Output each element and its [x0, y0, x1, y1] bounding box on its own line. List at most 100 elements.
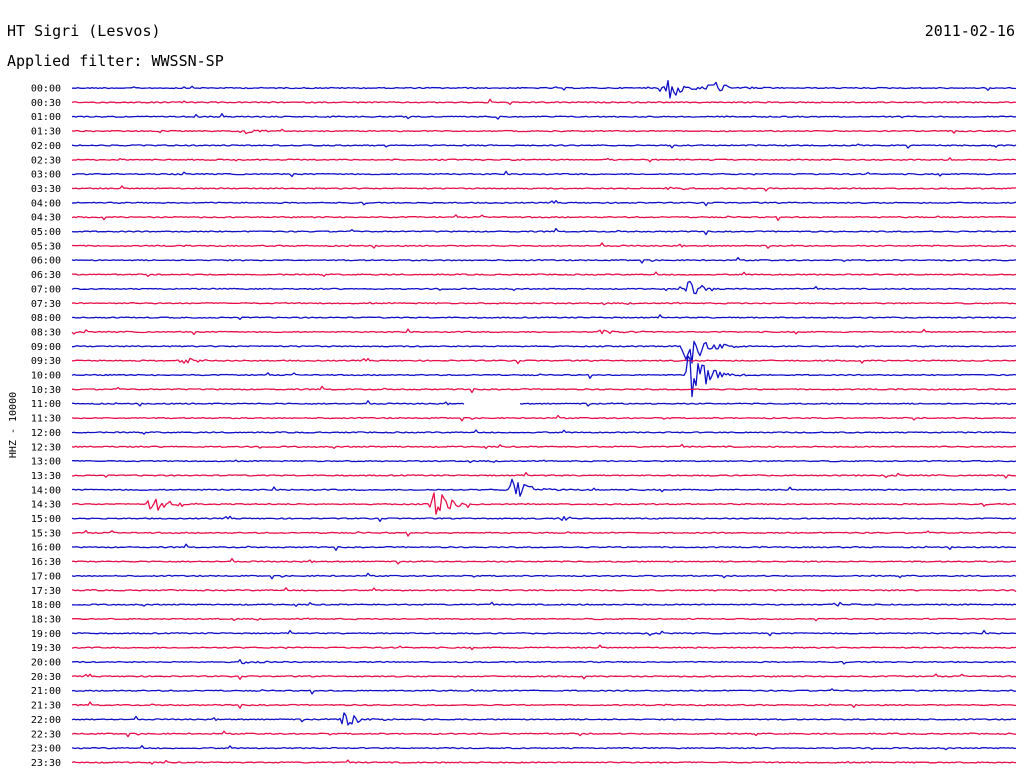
trace-line — [71, 400, 1017, 407]
trace-line — [71, 459, 1017, 464]
record-date: 2011-02-16 — [925, 22, 1015, 40]
trace-tick-label: 18:00 — [31, 600, 61, 611]
trace-tick-label: 14:00 — [31, 485, 61, 496]
trace-line — [71, 314, 1017, 321]
trace-group — [71, 79, 1017, 765]
trace-tick-label: 12:00 — [31, 428, 61, 439]
trace-line — [72, 340, 1017, 364]
trace-line — [71, 271, 1017, 278]
trace-tick-label: 08:30 — [31, 327, 61, 338]
trace-tick-label: 06:00 — [31, 256, 61, 267]
trace-line — [71, 572, 1017, 580]
trace-tick-label: 11:00 — [31, 399, 61, 410]
trace-tick-label: 01:30 — [31, 127, 61, 138]
trace-tick-label: 05:00 — [31, 227, 61, 238]
trace-tick-label: 05:30 — [31, 241, 61, 252]
trace-tick-label: 00:30 — [31, 98, 61, 109]
trace-line — [71, 328, 1017, 336]
trace-line — [71, 543, 1017, 551]
trace-tick-label: 19:30 — [31, 643, 61, 654]
trace-line — [71, 492, 1017, 515]
trace-tick-label: 20:00 — [31, 658, 61, 669]
trace-line — [71, 644, 1017, 651]
trace-line — [72, 242, 1017, 249]
trace-tick-label: 03:30 — [31, 184, 61, 195]
trace-line — [71, 601, 1017, 607]
trace-tick-label: 13:00 — [31, 457, 61, 468]
trace-tick-label: 00:00 — [31, 84, 61, 95]
trace-line — [71, 617, 1017, 622]
trace-line — [71, 478, 1017, 497]
trace-tick-label: 12:30 — [31, 442, 61, 453]
trace-tick-label: 20:30 — [31, 672, 61, 683]
trace-tick-label: 15:00 — [31, 514, 61, 525]
trace-line — [71, 256, 1017, 264]
trace-line — [71, 759, 1017, 765]
trace-line — [71, 214, 1017, 222]
trace-tick-label: 23:30 — [31, 758, 61, 769]
trace-line — [71, 199, 1017, 207]
trace-tick-label: 19:00 — [31, 629, 61, 640]
trace-tick-label: 03:00 — [31, 170, 61, 181]
trace-tick-label: 21:00 — [31, 686, 61, 697]
trace-tick-label: 21:30 — [31, 701, 61, 712]
trace-line — [71, 429, 1017, 435]
trace-tick-label: 01:00 — [31, 112, 61, 123]
station-title: HT Sigri (Lesvos) — [7, 22, 161, 40]
trace-tick-label: 11:30 — [31, 414, 61, 425]
trace-line — [71, 170, 1017, 178]
trace-tick-label: 15:30 — [31, 528, 61, 539]
trace-tick-label: 16:00 — [31, 543, 61, 554]
trace-line — [71, 443, 1017, 450]
trace-line — [71, 557, 1017, 565]
tick-label-group: 00:00 00:30 01:00 01:30 02:00 02:30 03:00 03:30… — [31, 84, 61, 769]
trace-line — [71, 113, 1017, 120]
trace-line — [71, 157, 1017, 163]
trace-line — [71, 280, 1017, 295]
trace-tick-label: 18:30 — [31, 614, 61, 625]
trace-tick-label: 10:00 — [31, 371, 61, 382]
trace-line — [71, 629, 1017, 637]
trace-tick-label: 17:00 — [31, 571, 61, 582]
filter-label: Applied filter: WWSSN-SP — [7, 52, 224, 70]
trace-line — [71, 98, 1017, 106]
channel-label: HHZ - 10000 — [8, 392, 19, 458]
trace-tick-label: 09:00 — [31, 342, 61, 353]
trace-tick-label: 16:30 — [31, 557, 61, 568]
trace-line — [71, 659, 1017, 665]
trace-line — [71, 712, 1016, 726]
trace-tick-label: 22:00 — [31, 715, 61, 726]
trace-tick-label: 08:00 — [31, 313, 61, 324]
trace-tick-label: 23:00 — [31, 744, 61, 755]
trace-line — [71, 355, 1017, 398]
trace-line — [71, 730, 1017, 738]
trace-line — [71, 745, 1016, 751]
trace-tick-label: 17:30 — [31, 586, 61, 597]
trace-line — [71, 227, 1017, 236]
trace-line — [71, 515, 1017, 523]
trace-line — [71, 143, 1017, 149]
trace-tick-label: 04:00 — [31, 198, 61, 209]
trace-tick-label: 13:30 — [31, 471, 61, 482]
trace-tick-label: 04:30 — [31, 213, 61, 224]
trace-line — [71, 385, 1017, 394]
trace-line — [71, 471, 1017, 479]
trace-line — [71, 688, 1017, 695]
trace-line — [71, 357, 1017, 365]
trace-line — [71, 673, 1017, 680]
trace-line — [71, 701, 1017, 709]
trace-tick-label: 22:30 — [31, 729, 61, 740]
trace-tick-label: 07:30 — [31, 299, 61, 310]
trace-line — [71, 301, 1017, 306]
trace-tick-label: 10:30 — [31, 385, 61, 396]
trace-line — [71, 79, 1017, 99]
trace-tick-label: 02:30 — [31, 155, 61, 166]
trace-tick-label: 02:00 — [31, 141, 61, 152]
trace-tick-label: 09:30 — [31, 356, 61, 367]
trace-tick-label: 07:00 — [31, 284, 61, 295]
trace-line — [72, 529, 1017, 537]
trace-line — [71, 128, 1017, 135]
trace-line — [71, 185, 1017, 192]
trace-line — [71, 587, 1017, 593]
